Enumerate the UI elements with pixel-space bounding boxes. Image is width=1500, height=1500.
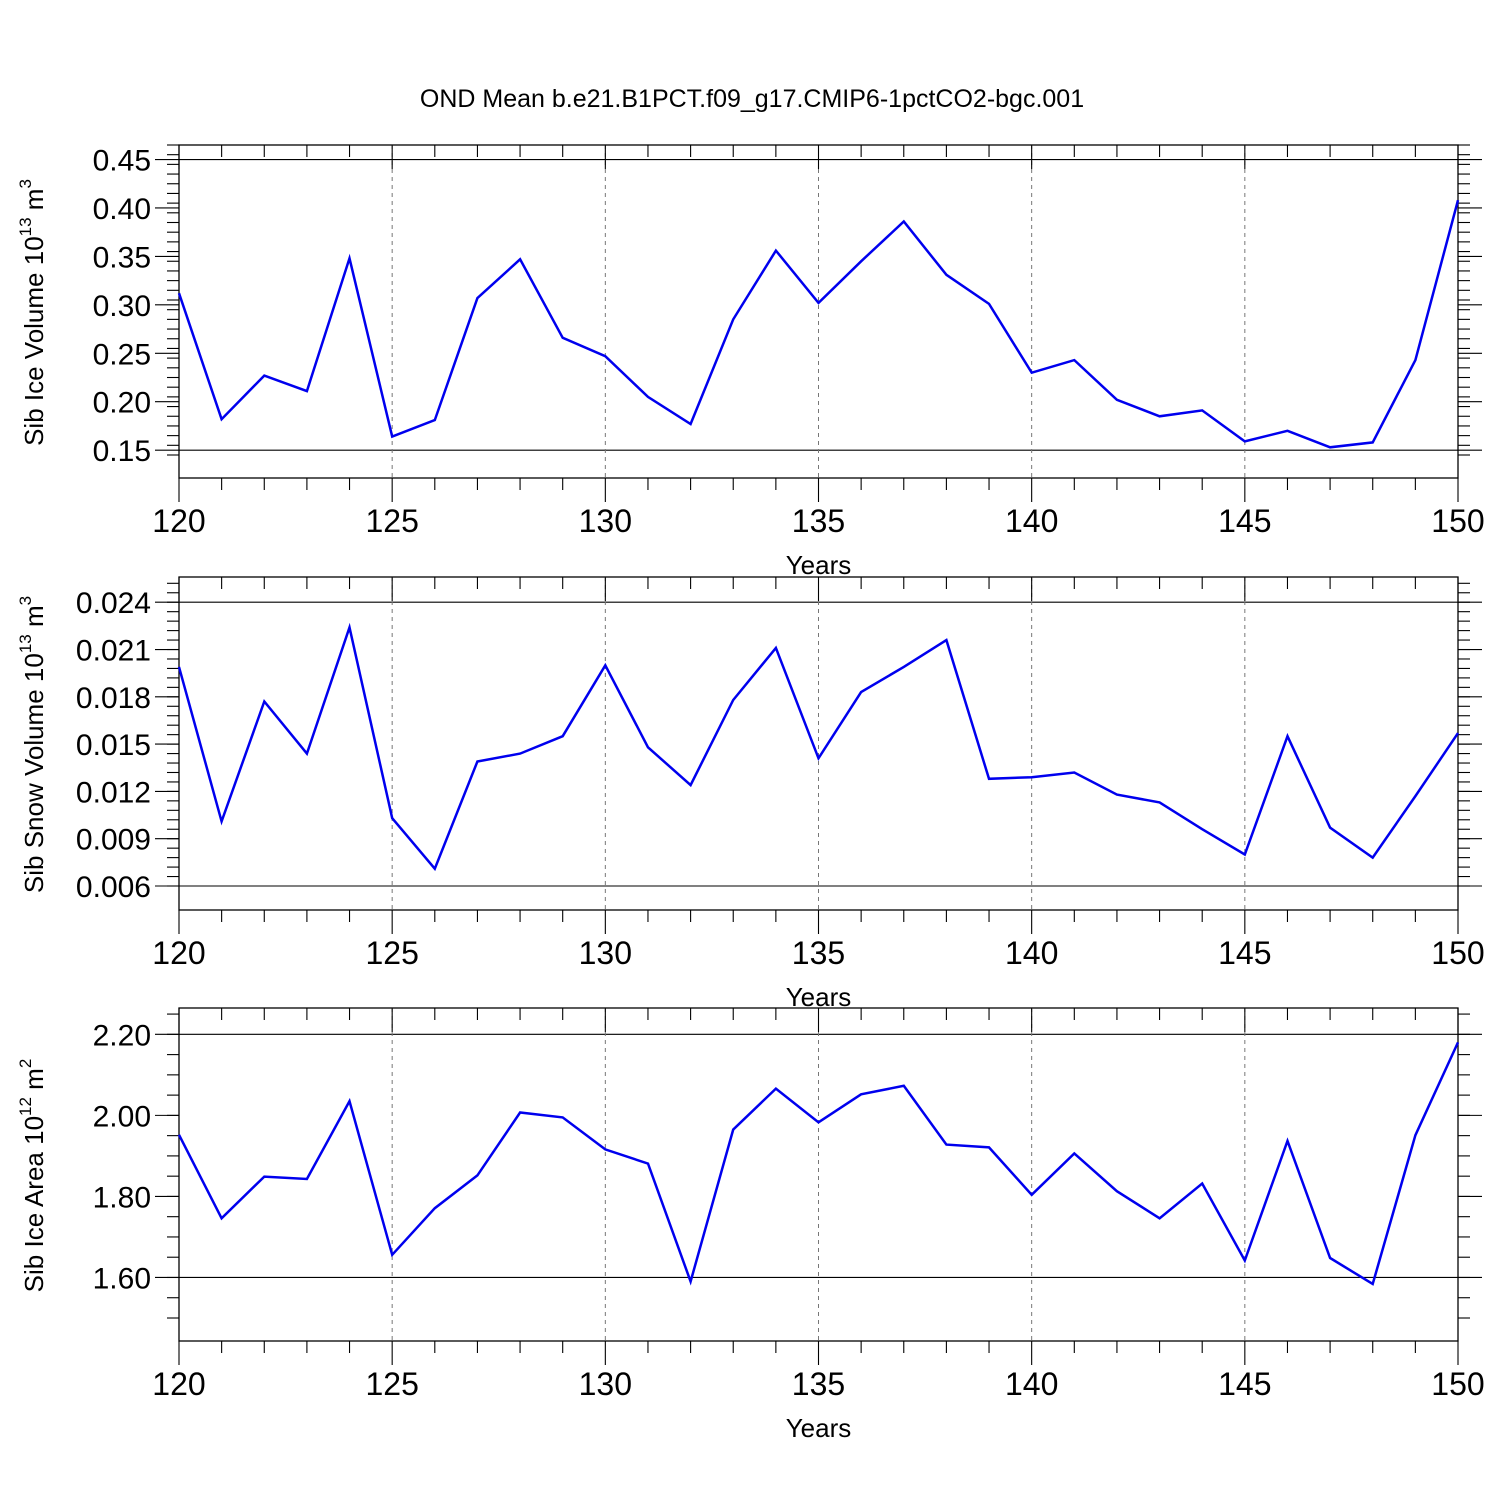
y-axis-title-part: m: [19, 1068, 49, 1097]
y-tick-label: 0.021: [76, 635, 151, 668]
x-tick-label: 145: [1218, 503, 1271, 539]
chart-panels: 120 125 130 135 140 145 150 Years 0.15 0.20 0.25 0.…: [16, 144, 1485, 1443]
x-tick-label: 120: [152, 1366, 205, 1402]
y-axis-title: Sib Ice Volume 1013 m3: [16, 179, 49, 446]
y-axis-title: Sib Snow Volume 1013 m3: [16, 596, 49, 893]
y-tick-label: 0.012: [76, 776, 151, 809]
x-axis-title: Years: [786, 1413, 852, 1443]
x-axis-title: Years: [786, 982, 852, 1012]
y-tick-label: 0.015: [76, 729, 151, 762]
y-tick-label: 0.40: [93, 193, 151, 226]
x-tick-label: 135: [792, 1366, 845, 1402]
y-axis-title-part: Sib Ice Volume 10: [19, 236, 49, 446]
x-tick-label: 130: [579, 503, 632, 539]
y-axis-title-part: 2: [16, 1059, 35, 1068]
y-tick-label: 0.30: [93, 290, 151, 323]
x-tick-label: 150: [1431, 503, 1484, 539]
y-axis-title-part: Sib Snow Volume 10: [19, 653, 49, 893]
y-tick-label: 0.009: [76, 824, 151, 857]
x-tick-label: 150: [1431, 935, 1484, 971]
x-tick-label: 130: [579, 1366, 632, 1402]
x-axis-title: Years: [786, 550, 852, 580]
chart-panel-1: 120 125 130 135 140 145 150 Years 0.15 0.20 0.25 0.…: [16, 144, 1485, 580]
y-axis-title-part: 13: [16, 634, 35, 653]
y-tick-label: 0.006: [76, 871, 151, 904]
y-axis-title-part: 12: [16, 1097, 35, 1116]
x-tick-label: 135: [792, 503, 845, 539]
y-tick-label: 1.60: [93, 1262, 151, 1295]
y-tick-label: 2.20: [93, 1019, 151, 1052]
x-tick-label: 130: [579, 935, 632, 971]
x-tick-label: 125: [365, 503, 418, 539]
x-tick-label: 120: [152, 503, 205, 539]
x-tick-label: 150: [1431, 1366, 1484, 1402]
x-tick-label: 135: [792, 935, 845, 971]
x-tick-label: 140: [1005, 1366, 1058, 1402]
y-axis-title-part: 3: [16, 179, 35, 188]
x-tick-label: 145: [1218, 1366, 1271, 1402]
y-axis-title-part: m: [19, 189, 49, 218]
y-tick-label: 0.15: [93, 435, 151, 468]
y-tick-label: 2.00: [93, 1100, 151, 1133]
x-tick-label: 145: [1218, 935, 1271, 971]
y-tick-label: 0.35: [93, 241, 151, 274]
x-tick-label: 120: [152, 935, 205, 971]
x-tick-label: 140: [1005, 935, 1058, 971]
x-tick-label: 125: [365, 935, 418, 971]
x-tick-label: 125: [365, 1366, 418, 1402]
y-tick-label: 0.45: [93, 145, 151, 178]
x-tick-label: 140: [1005, 503, 1058, 539]
y-axis-title-part: 3: [16, 596, 35, 605]
y-axis-title-part: 13: [16, 217, 35, 236]
y-tick-label: 0.024: [76, 587, 151, 620]
figure-title: OND Mean b.e21.B1PCT.f09_g17.CMIP6-1pctC…: [420, 85, 1084, 113]
chart-panel-3: 120 125 130 135 140 145 150 Years 1.60 1.80 2.00 2.…: [16, 1007, 1485, 1443]
y-tick-label: 0.018: [76, 682, 151, 715]
y-tick-label: 1.80: [93, 1181, 151, 1214]
y-axis-title-part: m: [19, 605, 49, 634]
chart-panel-2: 120 125 130 135 140 145 150 Years 0.006 0.009 0.01…: [16, 576, 1485, 1012]
y-tick-label: 0.25: [93, 338, 151, 371]
y-axis-title-part: Sib Ice Area 10: [19, 1116, 49, 1292]
y-tick-label: 0.20: [93, 387, 151, 420]
y-axis-title: Sib Ice Area 1012 m2: [16, 1059, 49, 1293]
